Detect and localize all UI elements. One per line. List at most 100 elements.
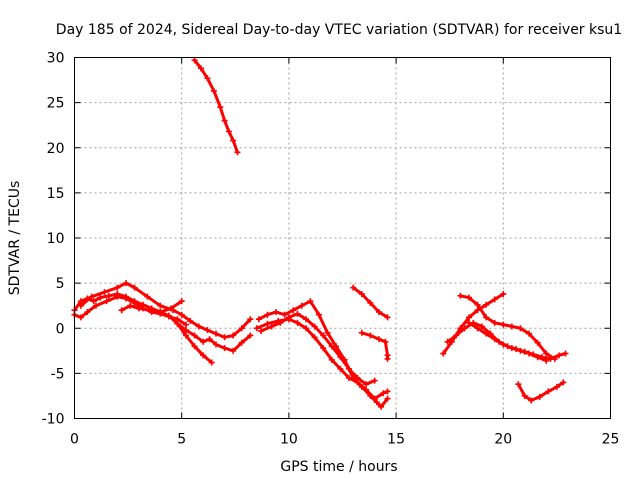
data-point (167, 305, 174, 312)
data-point (268, 323, 275, 330)
data-point (182, 332, 189, 339)
data-point (255, 316, 262, 323)
data-point (84, 309, 91, 316)
data-point (118, 307, 125, 314)
data-point (273, 309, 280, 316)
data-point (536, 393, 543, 400)
data-point (206, 336, 213, 343)
data-point (204, 75, 211, 82)
data-point (178, 311, 185, 318)
x-tick-label: 0 (70, 432, 79, 448)
data-point (165, 313, 172, 320)
data-point (105, 292, 112, 299)
data-point (491, 319, 498, 326)
x-tick-label: 20 (494, 432, 512, 448)
data-point (358, 290, 365, 297)
data-point (195, 323, 202, 330)
data-point (545, 388, 552, 395)
data-point (526, 330, 533, 337)
series-track-h (255, 317, 389, 401)
data-point (478, 323, 485, 330)
y-tick-label: 20 (47, 141, 65, 157)
data-point (384, 314, 391, 321)
data-point (560, 379, 567, 386)
data-point (320, 332, 327, 339)
data-point (373, 399, 380, 406)
x-axis-label: GPS time / hours (280, 459, 397, 475)
data-point (526, 350, 533, 357)
data-point (114, 284, 121, 291)
data-point (528, 397, 535, 404)
data-point (127, 302, 134, 309)
data-point (534, 339, 541, 346)
data-point (508, 345, 515, 352)
data-point (500, 321, 507, 328)
series-track-i (259, 312, 377, 386)
y-tick-label: 5 (56, 276, 65, 292)
data-point (253, 325, 260, 332)
data-point (131, 299, 138, 306)
data-point (345, 365, 352, 372)
y-tick-label: -10 (42, 412, 65, 428)
data-point (491, 296, 498, 303)
data-point (551, 355, 558, 362)
data-point (281, 311, 288, 318)
data-point (354, 374, 361, 381)
data-point (247, 316, 254, 323)
x-tick-label: 15 (387, 432, 405, 448)
series-track-e (175, 322, 252, 353)
data-point (382, 338, 389, 345)
data-point (363, 381, 370, 388)
data-point (328, 343, 335, 350)
data-point (97, 294, 104, 301)
data-point (328, 356, 335, 363)
data-point (474, 301, 481, 308)
data-point (371, 377, 378, 384)
data-point (311, 334, 318, 341)
data-point (363, 386, 370, 393)
data-point (103, 298, 110, 305)
x-tick-label: 10 (280, 432, 298, 448)
y-tick-label: 0 (56, 321, 65, 337)
data-point (122, 295, 129, 302)
data-point (294, 310, 301, 317)
data-point (290, 307, 297, 314)
data-point (298, 302, 305, 309)
data-point (483, 314, 490, 321)
data-point (238, 325, 245, 332)
data-point (77, 314, 84, 321)
data-point (543, 350, 550, 357)
data-point (144, 293, 151, 300)
data-point (191, 343, 198, 350)
data-point (457, 292, 464, 299)
data-point (384, 355, 391, 362)
y-axis-label: SDTVAR / TECUs (7, 181, 23, 296)
data-point (543, 357, 550, 364)
data-point (264, 320, 271, 327)
y-tick-label: 10 (47, 231, 65, 247)
data-point (350, 284, 357, 291)
data-point (264, 311, 271, 318)
data-point (200, 352, 207, 359)
data-point (92, 302, 99, 309)
data-point (375, 336, 382, 343)
data-point (483, 301, 490, 308)
data-point (221, 334, 228, 341)
data-point (337, 365, 344, 372)
data-point (217, 104, 224, 111)
data-point (553, 383, 560, 390)
data-point (307, 298, 314, 305)
data-point (380, 390, 387, 397)
data-point (210, 87, 217, 94)
data-point (500, 290, 507, 297)
series-track-l (441, 292, 505, 355)
data-point (187, 318, 194, 325)
data-point (191, 57, 198, 64)
data-point (491, 336, 498, 343)
data-point (461, 325, 468, 332)
data-point (556, 352, 563, 359)
data-point (131, 284, 138, 291)
data-point (157, 309, 164, 316)
data-point (294, 319, 301, 326)
series-track-n (458, 294, 557, 361)
